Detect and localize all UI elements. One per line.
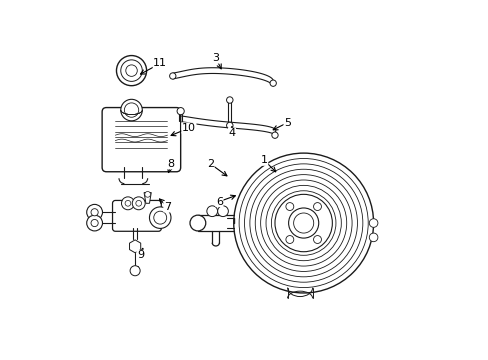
Circle shape <box>149 207 171 228</box>
Circle shape <box>116 55 146 86</box>
Circle shape <box>249 169 357 277</box>
Circle shape <box>206 206 217 217</box>
Circle shape <box>233 153 373 293</box>
Circle shape <box>121 99 142 121</box>
Circle shape <box>91 209 98 216</box>
Text: 9: 9 <box>137 250 144 260</box>
Circle shape <box>190 215 205 231</box>
Text: 10: 10 <box>182 123 196 133</box>
Text: 1: 1 <box>260 155 267 165</box>
Text: 3: 3 <box>212 53 219 63</box>
Circle shape <box>91 220 98 226</box>
Circle shape <box>125 201 131 206</box>
Circle shape <box>244 164 362 282</box>
Polygon shape <box>129 240 141 253</box>
Circle shape <box>125 65 137 76</box>
Circle shape <box>285 203 293 211</box>
Polygon shape <box>144 193 151 203</box>
Text: 11: 11 <box>153 58 167 68</box>
Text: 8: 8 <box>167 159 174 169</box>
Circle shape <box>271 191 335 255</box>
Circle shape <box>217 206 228 217</box>
Circle shape <box>285 235 293 243</box>
Circle shape <box>293 213 313 233</box>
FancyBboxPatch shape <box>112 201 161 231</box>
Circle shape <box>177 108 184 115</box>
Circle shape <box>271 132 278 138</box>
Circle shape <box>274 194 332 252</box>
Text: 7: 7 <box>163 202 171 212</box>
Circle shape <box>239 158 367 288</box>
Circle shape <box>86 215 102 231</box>
Circle shape <box>121 197 134 210</box>
Circle shape <box>121 60 142 81</box>
Circle shape <box>255 175 351 271</box>
Text: 6: 6 <box>216 197 223 207</box>
Circle shape <box>288 208 318 238</box>
Circle shape <box>368 233 377 242</box>
Text: 4: 4 <box>228 129 235 138</box>
Circle shape <box>169 73 176 79</box>
Circle shape <box>153 211 166 224</box>
Circle shape <box>132 197 145 210</box>
Circle shape <box>260 180 346 266</box>
FancyBboxPatch shape <box>102 108 180 172</box>
Circle shape <box>368 219 377 227</box>
Circle shape <box>269 80 276 86</box>
Circle shape <box>136 201 142 206</box>
Circle shape <box>265 185 341 261</box>
Circle shape <box>313 203 321 211</box>
Circle shape <box>144 192 150 197</box>
Circle shape <box>86 204 102 220</box>
Text: 2: 2 <box>206 159 214 169</box>
Text: 5: 5 <box>284 118 290 128</box>
Circle shape <box>313 235 321 243</box>
Circle shape <box>226 122 233 129</box>
Circle shape <box>130 266 140 276</box>
Circle shape <box>124 103 139 117</box>
Circle shape <box>226 97 233 103</box>
